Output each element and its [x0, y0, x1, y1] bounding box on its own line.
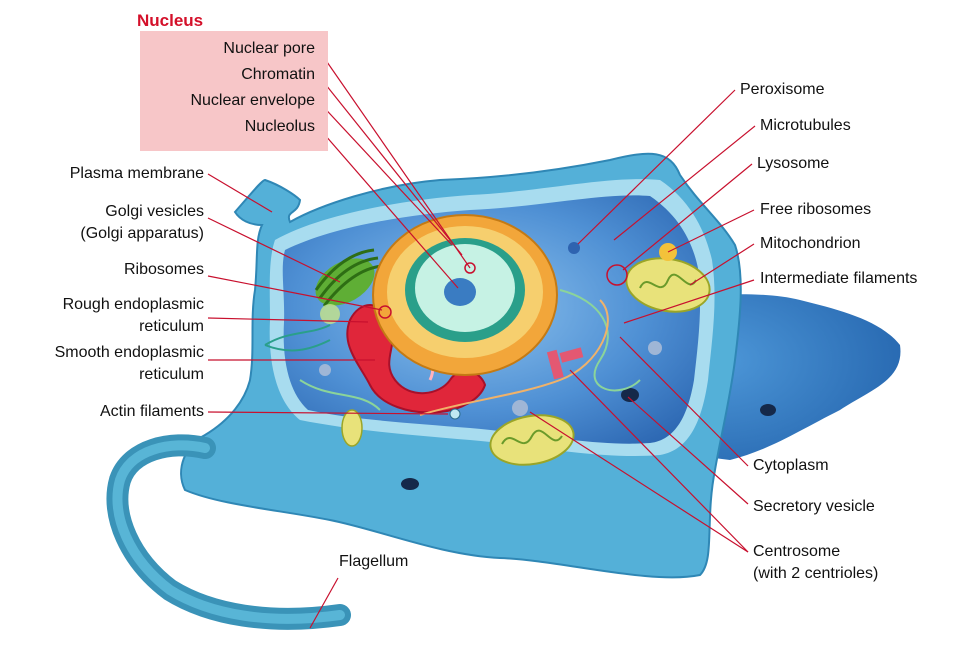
label-peroxisome: Peroxisome [740, 81, 825, 98]
label-ribosomes: Ribosomes [123, 261, 204, 278]
label-nuclear-envelope: Nuclear envelope [190, 92, 315, 109]
label-flagellum: Flagellum [339, 553, 409, 570]
label-chromatin: Chromatin [241, 66, 315, 83]
leader-lines [207, 48, 756, 629]
label-secretory-vesicle: Secretory vesicle [753, 498, 875, 515]
label-actin-filaments: Actin filaments [99, 403, 204, 420]
label-rough-er-line1: Rough endoplasmic [62, 296, 204, 313]
label-mitochondrion: Mitochondrion [760, 235, 861, 252]
nucleus [372, 214, 558, 376]
label-free-ribosomes: Free ribosomes [760, 201, 872, 218]
label-cytoplasm: Cytoplasm [753, 457, 829, 474]
label-intermediate-filaments: Intermediate filaments [760, 270, 918, 287]
nucleus-label-box [140, 31, 328, 151]
label-golgi-vesicles: Golgi vesicles [105, 203, 204, 220]
label-rough-er-line2: reticulum [139, 318, 204, 335]
label-golgi-apparatus: (Golgi apparatus) [80, 225, 204, 242]
nucleus-title: Nucleus [137, 11, 204, 30]
label-lysosome: Lysosome [757, 155, 830, 172]
label-plasma-membrane: Plasma membrane [69, 165, 204, 182]
microtubules [419, 299, 609, 416]
label-smooth-er-line2: reticulum [139, 366, 204, 383]
label-smooth-er-line1: Smooth endoplasmic [54, 344, 204, 361]
label-centrosome-line2: (with 2 centrioles) [753, 565, 879, 582]
label-nuclear-pore: Nuclear pore [223, 40, 315, 57]
centrosome [546, 347, 584, 380]
label-centrosome-line1: Centrosome [753, 543, 841, 560]
golgi-apparatus [314, 248, 383, 324]
label-microtubules: Microtubules [760, 117, 851, 134]
mitochondrion-lower [489, 414, 575, 466]
intermediate-filaments [559, 289, 641, 392]
label-nucleolus: Nucleolus [244, 118, 315, 135]
